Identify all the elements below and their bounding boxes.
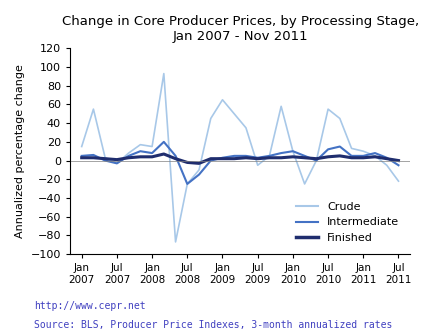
Finished [348, 156, 353, 160]
Text: Source: BLS, Producer Price Indexes, 3-month annualized rates: Source: BLS, Producer Price Indexes, 3-m… [34, 320, 391, 330]
Crude [102, 156, 107, 160]
Intermediate [301, 154, 306, 158]
Crude [126, 151, 131, 155]
Crude [231, 112, 236, 116]
Intermediate [348, 154, 353, 158]
Intermediate [313, 159, 318, 163]
Crude [383, 163, 389, 167]
Crude [138, 143, 143, 147]
Crude [360, 149, 365, 153]
Finished [79, 156, 84, 160]
Intermediate [208, 159, 213, 163]
Finished [173, 157, 178, 161]
Finished [91, 156, 96, 160]
Crude [348, 147, 353, 151]
Intermediate [266, 154, 271, 158]
Intermediate [231, 154, 236, 158]
Crude [266, 154, 271, 158]
Finished [371, 155, 377, 159]
Crude [325, 107, 330, 111]
Finished [325, 155, 330, 159]
Intermediate [114, 162, 119, 166]
Finished [360, 156, 365, 160]
Intermediate [360, 154, 365, 158]
Crude [371, 154, 377, 158]
Finished [219, 157, 225, 161]
Intermediate [325, 147, 330, 151]
Y-axis label: Annualized percentage change: Annualized percentage change [15, 64, 25, 238]
Intermediate [173, 154, 178, 158]
Finished [278, 156, 283, 160]
Intermediate [383, 156, 389, 160]
Intermediate [254, 156, 259, 160]
Finished [301, 156, 306, 160]
Title: Change in Core Producer Prices, by Processing Stage,
Jan 2007 - Nov 2011: Change in Core Producer Prices, by Proce… [61, 15, 417, 43]
Intermediate [184, 182, 190, 186]
Finished [149, 155, 154, 159]
Intermediate [243, 154, 248, 158]
Crude [243, 126, 248, 130]
Intermediate [395, 163, 400, 167]
Finished [313, 157, 318, 161]
Intermediate [337, 145, 342, 149]
Crude [91, 107, 96, 111]
Intermediate [219, 156, 225, 160]
Intermediate [371, 151, 377, 155]
Crude [395, 179, 400, 183]
Crude [173, 240, 178, 244]
Crude [208, 117, 213, 121]
Crude [184, 182, 190, 186]
Finished [266, 156, 271, 160]
Intermediate [91, 153, 96, 157]
Crude [278, 104, 283, 108]
Finished [337, 154, 342, 158]
Crude [254, 163, 259, 167]
Crude [290, 149, 295, 153]
Crude [313, 159, 318, 163]
Finished [243, 156, 248, 160]
Crude [149, 145, 154, 149]
Text: http://www.cepr.net: http://www.cepr.net [34, 301, 145, 311]
Line: Intermediate: Intermediate [81, 142, 397, 184]
Intermediate [149, 151, 154, 155]
Intermediate [196, 172, 201, 176]
Finished [231, 157, 236, 161]
Legend: Crude, Intermediate, Finished: Crude, Intermediate, Finished [290, 196, 404, 248]
Crude [79, 145, 84, 149]
Finished [254, 157, 259, 161]
Intermediate [102, 159, 107, 163]
Finished [161, 152, 166, 156]
Line: Crude: Crude [81, 74, 397, 242]
Crude [196, 168, 201, 172]
Finished [184, 161, 190, 165]
Intermediate [126, 154, 131, 158]
Crude [114, 162, 119, 166]
Finished [102, 157, 107, 161]
Finished [126, 156, 131, 160]
Intermediate [161, 140, 166, 144]
Finished [138, 155, 143, 159]
Crude [337, 117, 342, 121]
Finished [383, 157, 389, 161]
Finished [395, 159, 400, 163]
Crude [161, 72, 166, 76]
Line: Finished: Finished [81, 154, 397, 164]
Intermediate [138, 149, 143, 153]
Finished [208, 157, 213, 161]
Intermediate [290, 149, 295, 153]
Crude [301, 182, 306, 186]
Intermediate [278, 151, 283, 155]
Finished [114, 158, 119, 162]
Finished [290, 155, 295, 159]
Crude [219, 98, 225, 102]
Finished [196, 162, 201, 166]
Intermediate [79, 154, 84, 158]
